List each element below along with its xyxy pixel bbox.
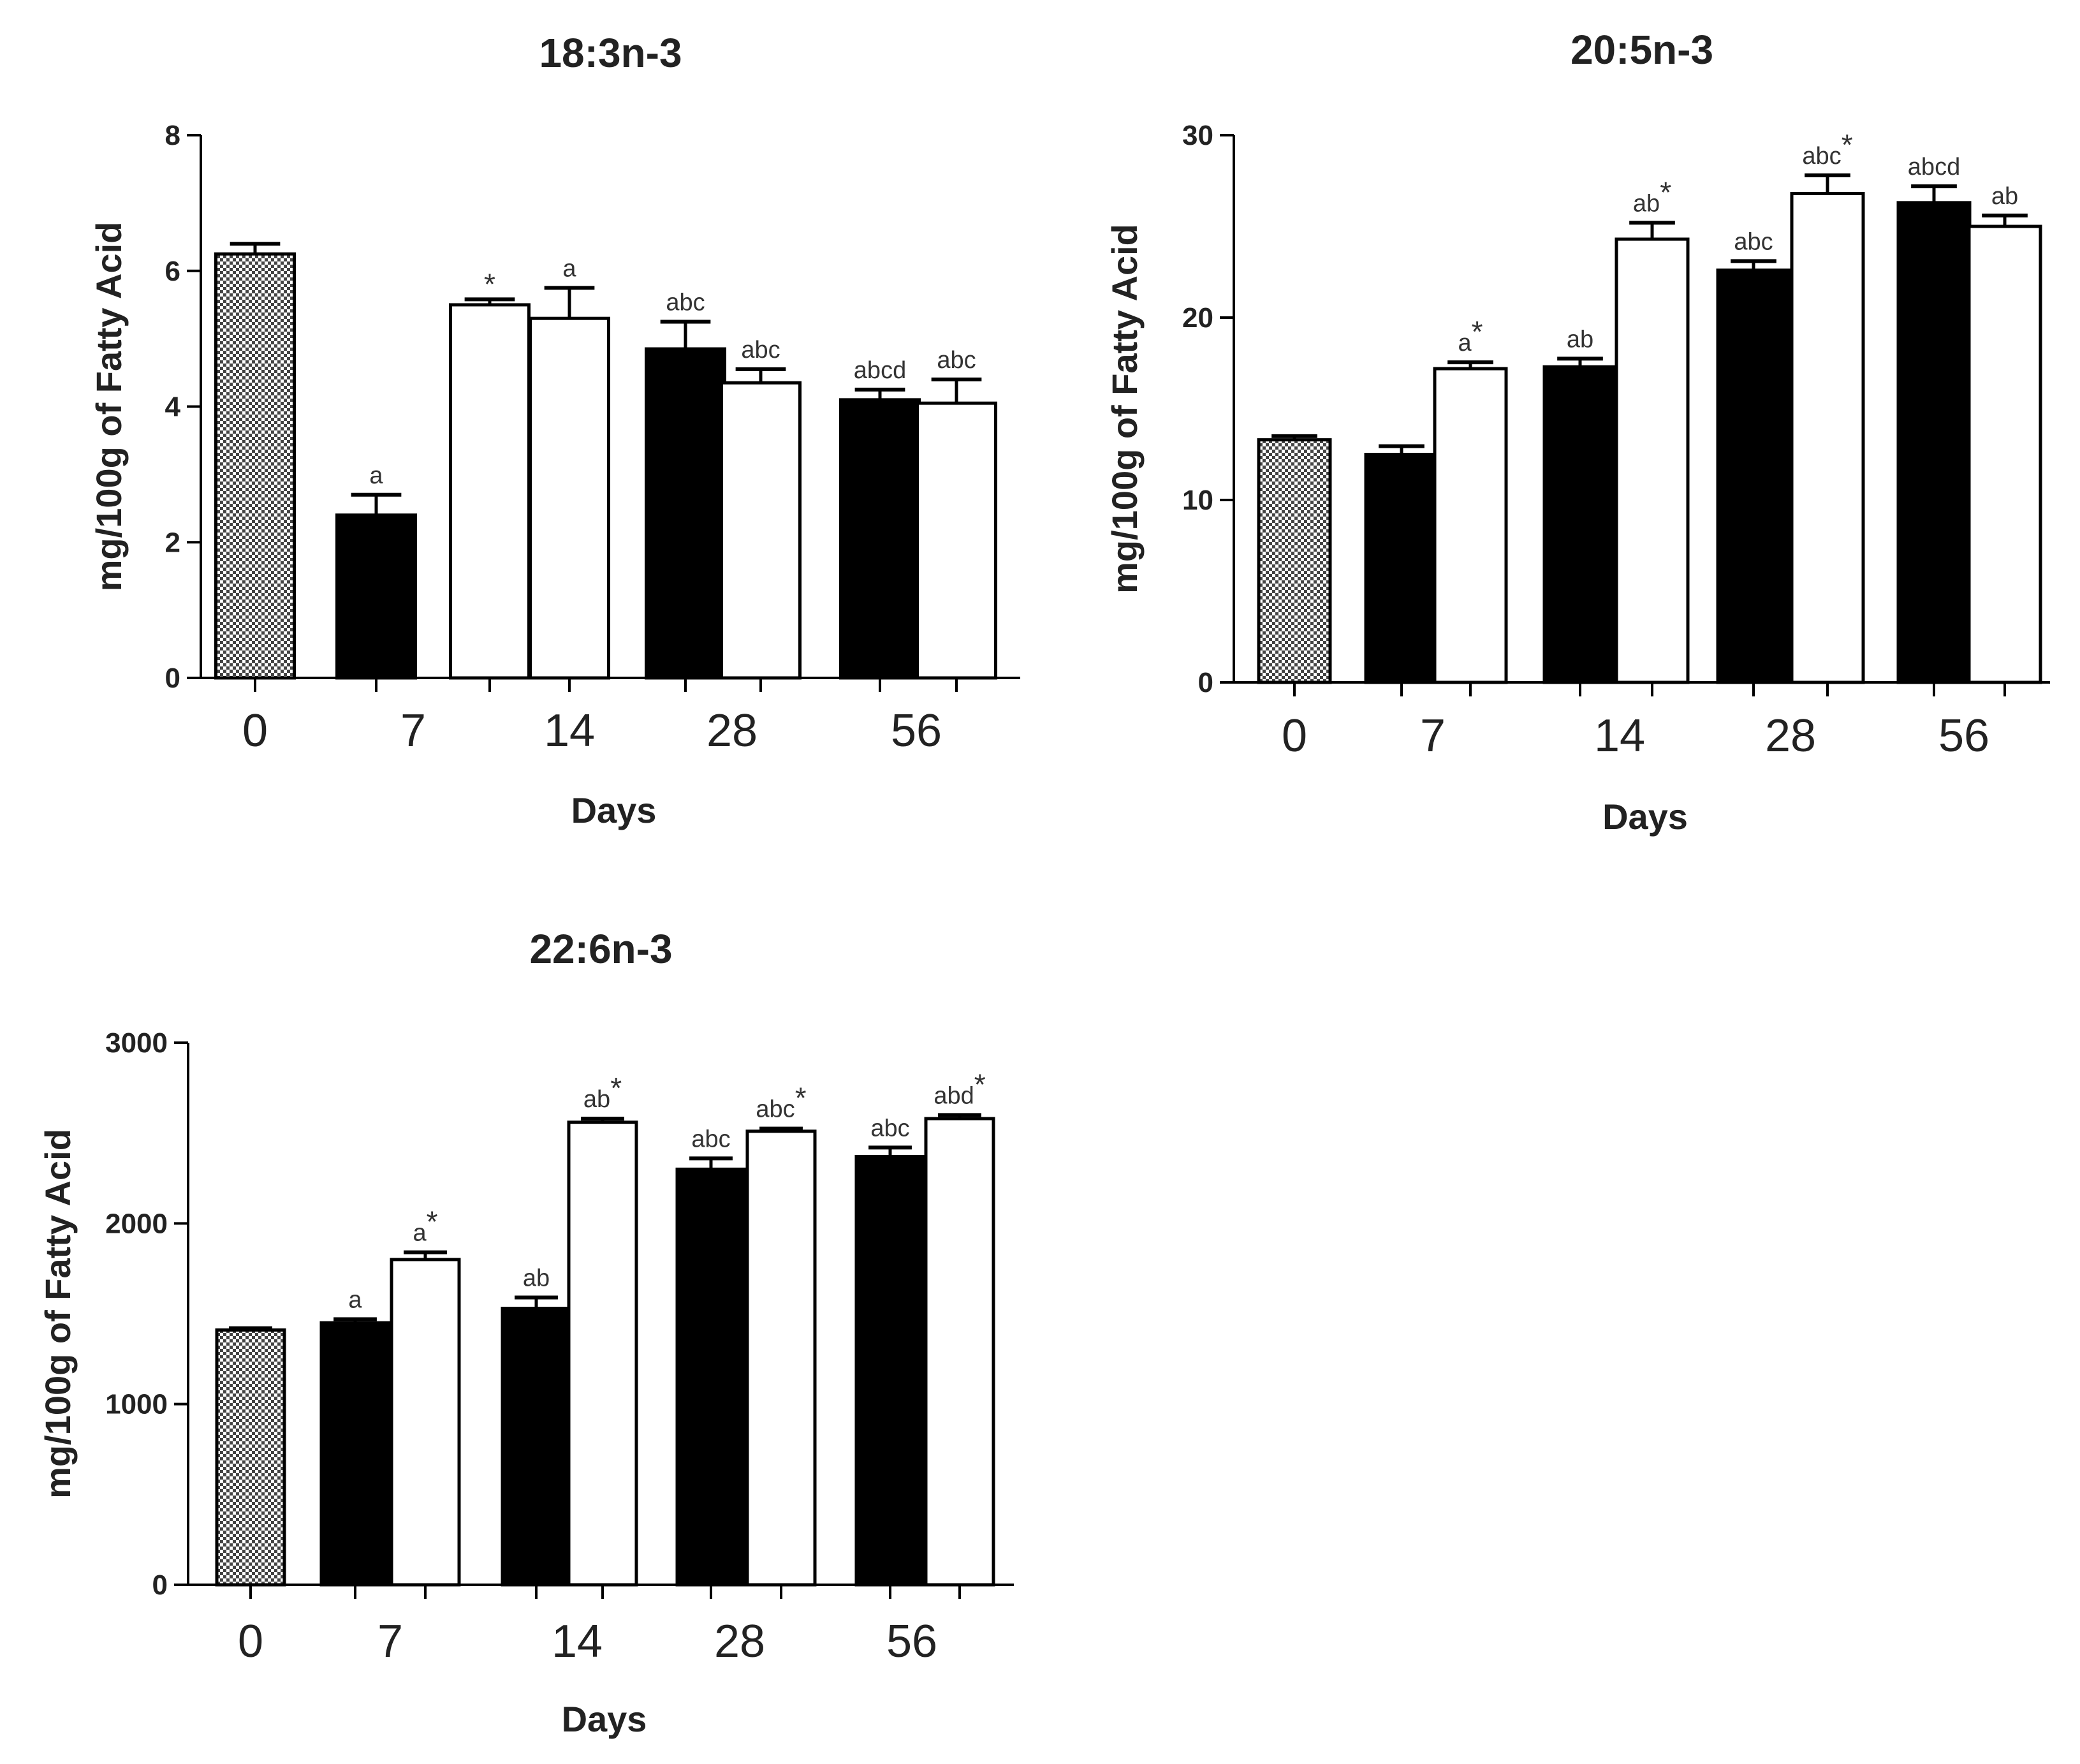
bar-day-56-open [916, 401, 997, 680]
x-axis-title: Days [571, 790, 657, 830]
x-tick-label: 14 [1594, 710, 1645, 761]
significance-label: ab* [1633, 175, 1671, 217]
y-tick-label: 20 [1182, 302, 1213, 334]
bar-day-28-open [720, 381, 802, 680]
significance-label: ab [1991, 183, 2018, 210]
bar-day-14-dark [501, 1307, 572, 1587]
significance-label: a* [1458, 315, 1483, 356]
y-tick-label: 2000 [105, 1208, 168, 1239]
bar-day-28-open [1790, 192, 1865, 684]
chart-panel-3: 22:6n-3 0 1000 2000 3000 0 7 14 28 56 Days mg/100g … [38, 926, 1014, 1739]
bar-day-0-baseline [215, 1328, 286, 1587]
x-tick-label: 56 [1938, 710, 1989, 761]
significance-label: abc* [1802, 128, 1852, 170]
significance-label: abcd [854, 357, 906, 384]
bar-day-28-dark [645, 347, 726, 680]
x-tick-label: 14 [552, 1616, 603, 1667]
y-axis-title: mg/100g of Fatty Acid [89, 222, 129, 592]
bar-day-28-dark [1716, 268, 1791, 684]
y-tick-label: 3000 [105, 1027, 168, 1059]
x-tick-label: 7 [1420, 710, 1446, 761]
significance-label: ab [523, 1265, 550, 1292]
x-tick-label: 28 [1765, 710, 1816, 761]
bar-day-56-dark [839, 398, 921, 680]
significance-label: * [484, 267, 495, 300]
bar-day-7-dark [335, 513, 417, 680]
y-axis-title: mg/100g of Fatty Acid [1104, 224, 1145, 594]
x-tick-label: 7 [400, 705, 426, 756]
x-tick-label: 56 [886, 1616, 937, 1667]
chart-panel-1: 18:3n-3 0 2 4 6 8 0 7 14 28 56 Days mg/100g of Fatty… [89, 30, 1020, 830]
chart-panel-2: 20:5n-3 0 10 20 30 0 7 14 28 56 Days mg/100g of Fat… [1104, 27, 2050, 837]
bar-day-7-open [449, 303, 531, 680]
significance-label: abcd [1908, 154, 1960, 180]
bar-day-56-open [1967, 224, 2042, 684]
significance-label: abc [937, 347, 976, 374]
bar-day-0-baseline [214, 252, 296, 680]
bar-day-14-open [529, 316, 610, 680]
significance-label: abc [691, 1126, 730, 1152]
significance-label: abc* [756, 1082, 806, 1123]
y-tick-label: 2 [165, 527, 180, 558]
chart-title: 22:6n-3 [529, 926, 672, 972]
bar-day-7-open [1433, 367, 1508, 684]
x-tick-label: 28 [714, 1616, 765, 1667]
significance-label: a* [413, 1205, 437, 1247]
significance-label: a [369, 462, 383, 489]
significance-label: a [562, 255, 576, 282]
bar-day-56-dark [1896, 201, 1972, 684]
significance-label: abd* [934, 1068, 985, 1109]
chart-title: 20:5n-3 [1571, 27, 1713, 73]
x-axis-title: Days [1602, 797, 1688, 837]
significance-label: a [348, 1287, 362, 1314]
x-tick-label: 56 [891, 705, 942, 756]
bar-day-28-dark [675, 1167, 747, 1587]
significance-label: abc [666, 290, 705, 316]
bar-day-14-dark [1542, 365, 1618, 684]
y-tick-label: 1000 [105, 1389, 168, 1420]
bar-day-7-dark [1364, 453, 1439, 684]
significance-label: abc [870, 1115, 909, 1142]
significance-label: ab [1567, 326, 1593, 353]
y-tick-label: 8 [165, 120, 180, 151]
bar-day-14-open [567, 1121, 638, 1587]
y-tick-label: 10 [1182, 485, 1213, 516]
x-tick-label: 28 [707, 705, 758, 756]
significance-label: abc [741, 337, 780, 364]
chart-title: 18:3n-3 [539, 30, 682, 76]
bar-day-0-baseline [1257, 438, 1332, 684]
x-tick-label: 7 [377, 1616, 403, 1667]
x-tick-label: 0 [242, 705, 268, 756]
y-tick-label: 30 [1182, 120, 1213, 151]
bar-day-56-open [924, 1117, 995, 1587]
x-tick-label: 0 [238, 1616, 263, 1667]
x-tick-label: 0 [1282, 710, 1307, 761]
bar-day-14-open [1615, 237, 1690, 684]
bar-day-7-dark [319, 1321, 391, 1587]
x-tick-label: 14 [544, 705, 595, 756]
bar-day-7-open [390, 1258, 461, 1587]
y-tick-label: 0 [1198, 667, 1213, 698]
significance-label: ab* [583, 1071, 622, 1113]
y-tick-label: 6 [165, 256, 180, 287]
bar-day-56-dark [854, 1155, 926, 1587]
x-axis-title: Days [562, 1699, 647, 1739]
y-tick-label: 0 [165, 663, 180, 694]
y-tick-label: 4 [165, 392, 181, 423]
bar-day-28-open [745, 1129, 817, 1587]
y-tick-label: 0 [152, 1569, 168, 1601]
significance-label: abc [1734, 228, 1773, 255]
y-axis-title: mg/100g of Fatty Acid [38, 1129, 78, 1499]
